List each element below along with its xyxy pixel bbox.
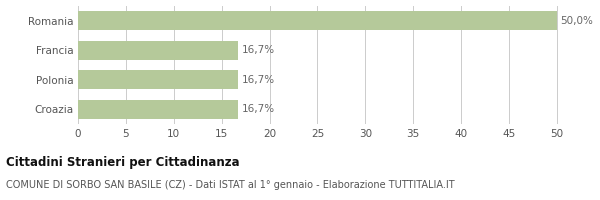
Text: 50,0%: 50,0% xyxy=(560,16,593,26)
Text: 16,7%: 16,7% xyxy=(242,45,275,55)
Text: 16,7%: 16,7% xyxy=(242,75,275,85)
Text: 16,7%: 16,7% xyxy=(242,104,275,114)
Bar xyxy=(78,41,238,60)
Text: Cittadini Stranieri per Cittadinanza: Cittadini Stranieri per Cittadinanza xyxy=(6,156,239,169)
Bar xyxy=(78,11,557,30)
Bar xyxy=(78,100,238,119)
Text: COMUNE DI SORBO SAN BASILE (CZ) - Dati ISTAT al 1° gennaio - Elaborazione TUTTIT: COMUNE DI SORBO SAN BASILE (CZ) - Dati I… xyxy=(6,180,455,190)
Bar xyxy=(78,70,238,89)
